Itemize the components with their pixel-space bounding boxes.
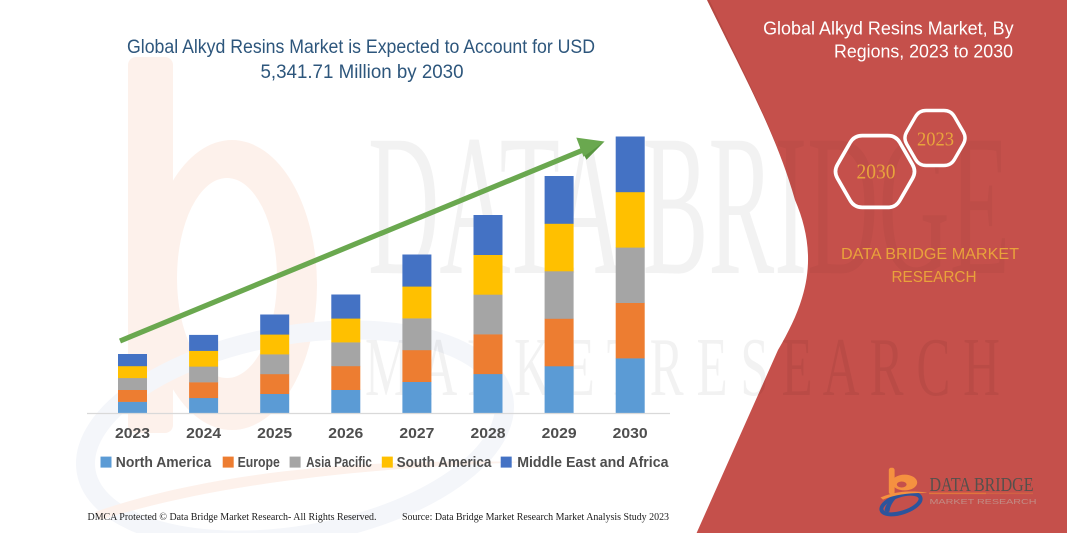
svg-text:2029: 2029	[542, 426, 577, 442]
svg-text:South America: South America	[397, 455, 493, 471]
svg-text:Asia Pacific: Asia Pacific	[306, 455, 372, 471]
svg-text:Regions, 2023 to 2030: Regions, 2023 to 2030	[834, 42, 1013, 62]
svg-text:DMCA Protected © Data Bridge M: DMCA Protected © Data Bridge Market Rese…	[88, 512, 377, 523]
svg-text:2028: 2028	[471, 426, 506, 442]
svg-text:2030: 2030	[613, 426, 648, 442]
svg-text:Europe: Europe	[238, 455, 280, 471]
svg-text:2030: 2030	[857, 160, 896, 184]
svg-text:Middle East and Africa: Middle East and Africa	[517, 455, 669, 471]
svg-text:5,341.71 Million by 2030: 5,341.71 Million by 2030	[261, 62, 464, 83]
svg-text:North America: North America	[116, 455, 212, 471]
svg-text:Source: Data Bridge Market Res: Source: Data Bridge Market Research Mark…	[402, 512, 669, 523]
svg-text:Global Alkyd Resins Market is: Global Alkyd Resins Market is Expected t…	[127, 37, 595, 58]
svg-text:2023: 2023	[917, 129, 954, 151]
svg-text:DATA BRIDGE MARKET: DATA BRIDGE MARKET	[841, 246, 1019, 263]
svg-text:2023: 2023	[115, 426, 150, 442]
svg-text:MARKET RESEARCH: MARKET RESEARCH	[930, 497, 1037, 506]
svg-text:2024: 2024	[186, 426, 221, 442]
svg-text:2027: 2027	[399, 426, 434, 442]
svg-text:2025: 2025	[257, 426, 292, 442]
svg-text:2026: 2026	[328, 426, 363, 442]
svg-text:Global Alkyd Resins Market, By: Global Alkyd Resins Market, By	[763, 19, 1014, 39]
svg-text:RESEARCH: RESEARCH	[892, 269, 977, 286]
svg-text:DATA BRIDGE: DATA BRIDGE	[930, 474, 1034, 496]
